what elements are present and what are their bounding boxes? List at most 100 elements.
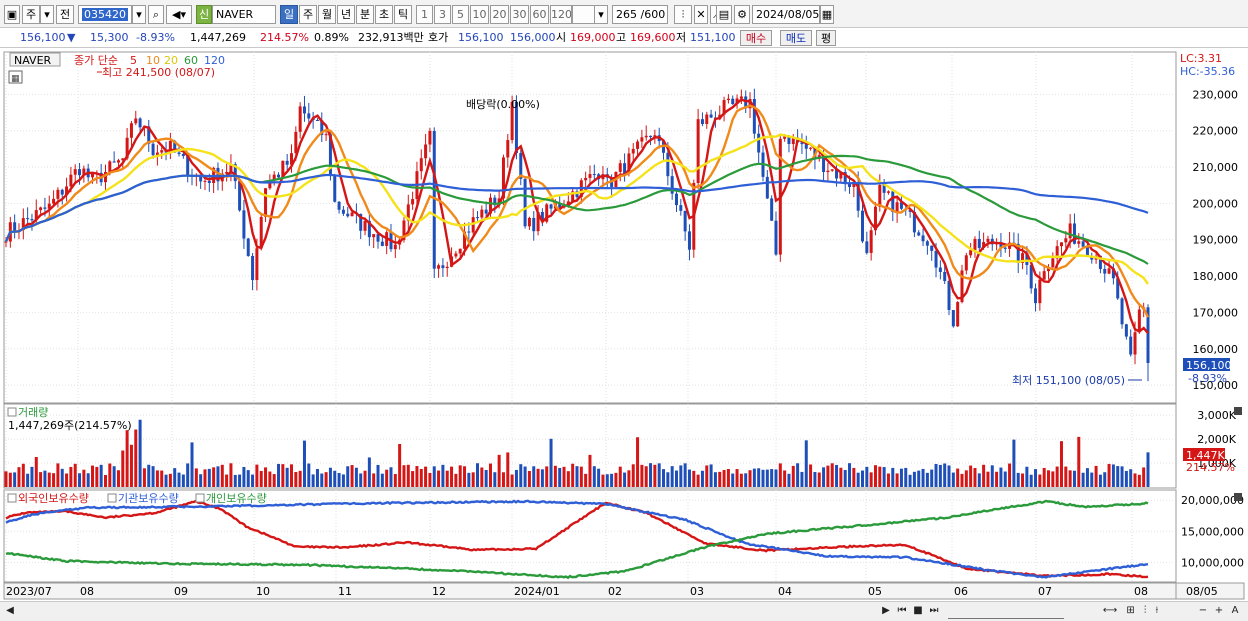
candle-body — [428, 130, 432, 145]
candle-body — [856, 182, 860, 211]
volume-bar — [532, 466, 536, 487]
period-tab-5[interactable]: 초 — [375, 5, 393, 24]
period-tab-4[interactable]: 분 — [356, 5, 374, 24]
volume-bar — [817, 472, 821, 487]
volume-bar — [683, 463, 687, 487]
candle-body — [938, 267, 942, 272]
volume-bar — [861, 470, 864, 487]
interval-button-5[interactable]: 5 — [452, 5, 469, 24]
eval-button[interactable]: 평 — [816, 30, 836, 46]
volume-bar — [108, 463, 112, 487]
buy-button[interactable]: 매수 — [740, 30, 772, 46]
candle-body — [216, 167, 220, 182]
volume-panel-icon[interactable] — [7, 407, 17, 417]
change-arrow: ▼ — [67, 31, 76, 44]
sell-button[interactable]: 매도 — [780, 30, 812, 46]
volume-bar — [796, 463, 800, 487]
volume-bar — [895, 473, 899, 487]
volume-bar — [610, 473, 614, 487]
candle-body — [921, 235, 925, 242]
market-dropdown-icon[interactable]: ▾ — [40, 5, 54, 24]
volume-bar — [415, 466, 419, 487]
volume-bar — [1111, 464, 1115, 487]
volume-bar — [99, 464, 103, 487]
first-page-icon[interactable]: ⏮ — [897, 605, 907, 616]
bottom-scrollbar[interactable]: ◀ ▶ ⏮ ■ ⏭ ⟷ ⊞ ⫶ ⟊ − + A — [0, 601, 1248, 621]
volume-bar — [60, 468, 64, 487]
low-price: 151,100 — [690, 31, 736, 44]
panel-settings-icon[interactable] — [8, 70, 23, 84]
chart-area[interactable]: 230,000 220,000 210,000 200,000 190,000 180,0… — [0, 50, 1248, 603]
interval-dropdown-icon[interactable]: ▾ — [594, 5, 608, 24]
candle-body — [78, 169, 82, 176]
prev-button[interactable]: 전 — [56, 5, 74, 24]
interval-button-120[interactable]: 120 — [550, 5, 572, 24]
crosshair-icon[interactable]: ✕ — [694, 5, 708, 24]
last-page-icon[interactable]: ⏭ — [929, 605, 939, 616]
volume-bar — [886, 473, 890, 487]
volume-bar — [571, 463, 575, 487]
scroll-left-icon[interactable]: ◀ — [6, 605, 14, 616]
candle-body — [584, 177, 588, 181]
search-icon[interactable]: ⌕ — [148, 5, 164, 24]
ma-line-120 — [4, 173, 1149, 242]
candle-body — [108, 161, 112, 172]
holdings-icon-2[interactable] — [107, 493, 117, 503]
zoom-out-icon[interactable]: − — [1198, 605, 1208, 616]
volume-bar — [960, 473, 964, 487]
date-field[interactable]: 2024/08/05 — [752, 5, 820, 24]
interval-button-3[interactable]: 3 — [434, 5, 451, 24]
zoom-tools[interactable]: ⟷ ⊞ ⫶ ⟊ — [1102, 605, 1162, 616]
price-axis-tick: 210,000 — [1193, 161, 1239, 174]
stock-chart[interactable]: 230,000 220,000 210,000 200,000 190,000 180,0… — [0, 50, 1248, 603]
interval-button-30[interactable]: 30 — [510, 5, 529, 24]
interval-button-1[interactable]: 1 — [416, 5, 433, 24]
speaker-icon[interactable]: ◀▾ — [166, 5, 192, 24]
gear-icon[interactable]: ⚙ — [734, 5, 750, 24]
candle-type-icon[interactable]: ⫶ — [674, 5, 692, 24]
volume-bar — [744, 473, 748, 487]
volume-panel-close-icon[interactable] — [1234, 407, 1242, 415]
holdings-icon-1[interactable] — [7, 493, 17, 503]
zoom-slider[interactable] — [948, 604, 1064, 619]
calendar-icon[interactable]: ▦ — [820, 5, 834, 24]
market-type-select[interactable]: 주 — [22, 5, 40, 24]
window-menu-icon[interactable]: ▣ — [4, 5, 20, 24]
volume-bar — [597, 468, 601, 487]
holdings-panel-close-icon[interactable] — [1234, 493, 1242, 501]
volume-bar — [540, 469, 544, 487]
candle-body — [359, 213, 363, 231]
candle-body — [588, 174, 592, 178]
candle-body — [623, 163, 627, 174]
interval-button-60[interactable]: 60 — [530, 5, 549, 24]
volume-bar — [592, 466, 596, 487]
volume-bar — [692, 470, 696, 487]
interval-button-20[interactable]: 20 — [490, 5, 509, 24]
code-dropdown-icon[interactable]: ▾ — [132, 5, 146, 24]
volume-bar — [8, 472, 12, 487]
volume-bar — [13, 472, 17, 487]
stock-name-field[interactable]: NAVER — [212, 5, 276, 24]
period-tab-3[interactable]: 년 — [337, 5, 355, 24]
count-display[interactable]: 265 /600 — [612, 5, 668, 24]
period-tab-6[interactable]: 틱 — [394, 5, 412, 24]
period-tab-1[interactable]: 주 — [299, 5, 317, 24]
period-tab-0[interactable]: 일 — [280, 5, 298, 24]
volume-bar — [376, 464, 380, 487]
stop-icon[interactable]: ■ — [913, 605, 923, 616]
save-icon[interactable]: ▤ — [716, 5, 732, 24]
period-tab-2[interactable]: 월 — [318, 5, 336, 24]
volume-bar — [450, 466, 454, 487]
scroll-right-icon[interactable]: ▶ — [882, 605, 890, 616]
zoom-in-icon[interactable]: + — [1214, 605, 1224, 616]
volume-bar — [999, 467, 1003, 487]
candle-body — [1025, 253, 1029, 266]
code-input[interactable]: 035420 — [78, 5, 132, 24]
candle-body — [1103, 268, 1107, 274]
candle-body — [307, 113, 311, 119]
interval-button-10[interactable]: 10 — [470, 5, 489, 24]
candle-body — [791, 137, 795, 145]
font-size-icon[interactable]: A — [1231, 605, 1239, 616]
holdings-icon-3[interactable] — [195, 493, 205, 503]
panel-settings-glyph: ▦ — [11, 74, 20, 84]
